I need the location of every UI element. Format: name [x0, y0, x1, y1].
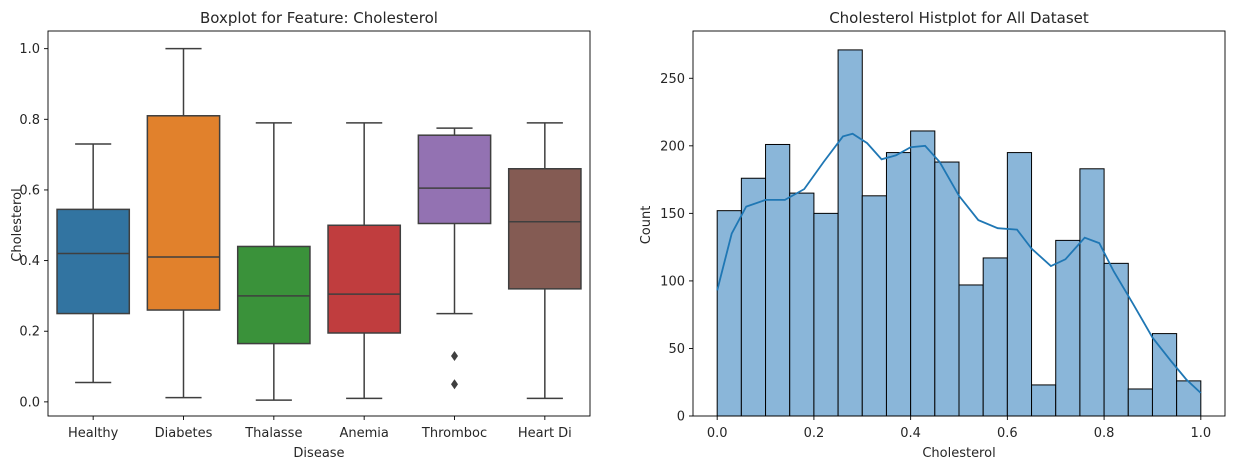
- histogram-bar: [934, 161, 960, 417]
- histogram-bar: [837, 49, 863, 417]
- box-healthy: [56, 143, 131, 384]
- histogram-bar: [1127, 388, 1153, 417]
- boxplot-title: Boxplot for Feature: Cholesterol: [200, 9, 438, 27]
- histogram-bar: [958, 284, 984, 417]
- histogram-bar: [885, 152, 912, 417]
- box-heart-di: [507, 122, 582, 400]
- histogram-bar: [861, 195, 887, 417]
- histogram-chart: Cholesterol Histplot for All Dataset 0 50…: [639, 9, 1226, 461]
- boxplot-x-tick-label: Diabetes: [155, 426, 213, 441]
- boxplot-y-label: Cholesterol: [10, 188, 25, 261]
- boxplot-y-tick-label: 0.0: [19, 395, 40, 410]
- histogram-bar: [813, 212, 839, 417]
- histogram-y-tick-label: 0: [677, 410, 685, 425]
- box-iqr-rect: [327, 224, 402, 334]
- histogram-bar: [982, 257, 1008, 417]
- box-outlier-marker: [451, 350, 458, 361]
- box-thalasse: [236, 122, 311, 401]
- box-thromboc: [417, 127, 492, 390]
- histogram-bar: [1055, 239, 1081, 417]
- box-outlier-marker: [451, 379, 458, 390]
- boxplot-axes-frame: [47, 30, 591, 417]
- boxplot-y-tick-label: 0.8: [19, 113, 40, 128]
- boxplot-x-tick-label: Healthy: [68, 426, 119, 441]
- histogram-x-tick-label: 0.6: [997, 426, 1018, 441]
- boxplot-x-ticks: Healthy Diabetes Thalasse Anemia Thromboc Hea…: [68, 416, 572, 441]
- histogram-y-tick-label: 150: [660, 207, 685, 222]
- histogram-y-tick-label: 50: [668, 342, 685, 357]
- boxplot-y-tick-label: 0.2: [19, 325, 40, 340]
- boxplot-chart: Boxplot for Feature: Cholesterol 0.00.20…: [10, 9, 591, 461]
- histogram-x-tick-label: 0.0: [707, 426, 728, 441]
- histogram-bars: [716, 49, 1202, 417]
- histogram-bar: [910, 130, 936, 417]
- histogram-y-tick-label: 200: [660, 139, 685, 154]
- histogram-axes-frame: [692, 30, 1226, 417]
- boxplot-x-tick-label: Heart Di: [518, 426, 572, 441]
- boxplot-y-tick-label: 0.6: [19, 183, 40, 198]
- histogram-x-ticks: 0.0 0.2 0.4 0.6 0.8 1.0: [707, 416, 1211, 441]
- boxplot-x-tick-label: Thromboc: [421, 426, 487, 441]
- box-diabetes: [146, 47, 221, 399]
- box-anemia: [327, 122, 402, 400]
- boxplot-y-tick-label: 1.0: [19, 42, 40, 57]
- boxplot-boxes: [56, 47, 582, 401]
- histogram-x-tick-label: 0.2: [804, 426, 825, 441]
- histogram-bar: [740, 177, 767, 417]
- histogram-x-tick-label: 0.8: [1094, 426, 1115, 441]
- histogram-kde-line: [716, 132, 1202, 394]
- box-iqr-rect: [146, 115, 221, 311]
- histogram-y-tick-label: 250: [660, 72, 685, 87]
- box-iqr-rect: [236, 245, 311, 345]
- histogram-bar: [1006, 152, 1033, 417]
- box-iqr-rect: [56, 208, 131, 315]
- boxplot-x-tick-label: Thalasse: [244, 426, 302, 441]
- histogram-y-ticks: 0 50 100 150 200 250: [660, 72, 693, 425]
- histogram-x-tick-label: 0.4: [900, 426, 921, 441]
- histogram-bar: [1103, 262, 1129, 417]
- histogram-bar: [1079, 168, 1105, 417]
- histogram-x-tick-label: 1.0: [1190, 426, 1211, 441]
- histogram-y-label: Count: [639, 206, 654, 245]
- histogram-bar: [1176, 380, 1202, 417]
- histogram-bar: [789, 192, 815, 417]
- histogram-bar: [1031, 384, 1057, 417]
- boxplot-x-label: Disease: [293, 446, 344, 461]
- boxplot-y-tick-label: 0.4: [19, 254, 40, 269]
- histogram-bar: [1151, 333, 1178, 417]
- box-iqr-rect: [417, 134, 492, 225]
- histogram-y-tick-label: 100: [660, 274, 685, 289]
- boxplot-x-tick-label: Anemia: [339, 426, 388, 441]
- histogram-title: Cholesterol Histplot for All Dataset: [829, 9, 1089, 27]
- box-iqr-rect: [507, 168, 582, 290]
- histogram-x-label: Cholesterol: [922, 446, 995, 461]
- histogram-bar: [765, 143, 791, 417]
- boxplot-y-ticks: 0.0 0.2 0.4 0.6 0.8 1.0: [19, 42, 48, 410]
